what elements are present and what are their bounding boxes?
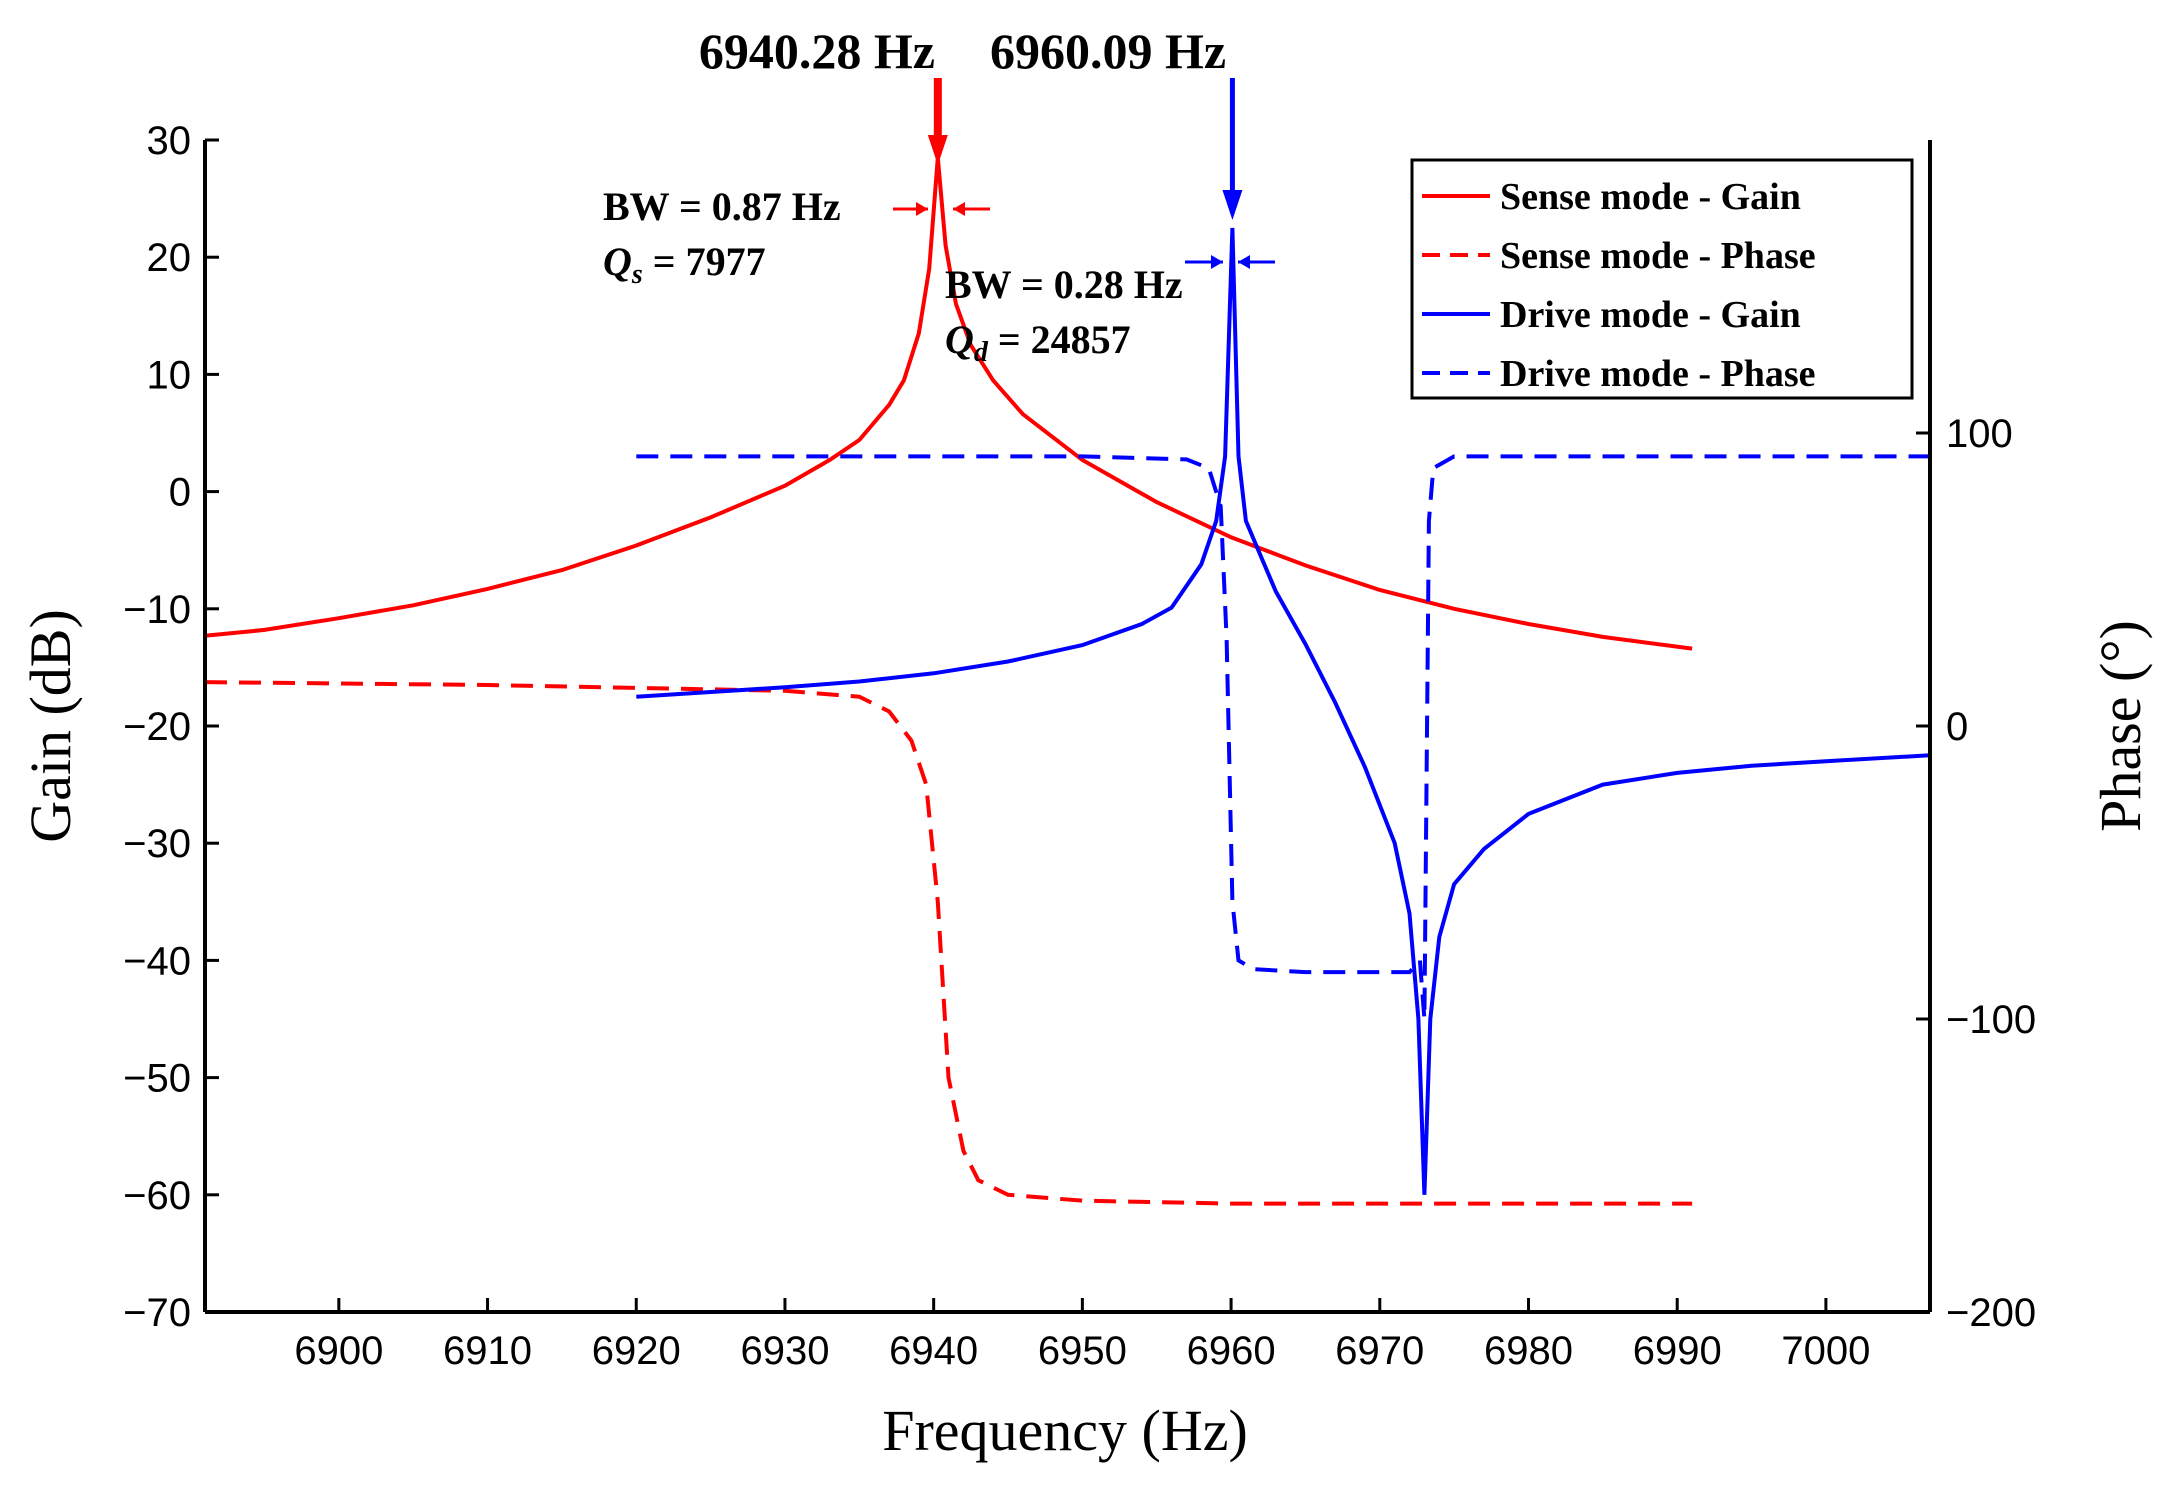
x-tick-label: 6910: [443, 1329, 532, 1373]
y-left-tick-label: −20: [123, 705, 191, 749]
y-left-tick-label: −40: [123, 939, 191, 983]
y-left-tick-label: 0: [169, 471, 191, 515]
legend-box: [1410, 158, 1914, 400]
x-axis-label: Frequency (Hz): [882, 1398, 1248, 1463]
y-left-tick-label: 30: [147, 119, 192, 163]
x-tick-label: 7000: [1781, 1329, 1870, 1373]
y-left-tick-label: −70: [123, 1291, 191, 1335]
y-right-tick-label: −200: [1946, 1291, 2036, 1335]
drive-q-annotation: Qd = 24857: [945, 317, 1131, 368]
sense-q-annotation: Qs = 7977: [603, 239, 766, 290]
y-axis-left-label: Gain (dB): [18, 609, 83, 843]
series-sense-phase: [204, 680, 1693, 1206]
drive-bw-arrows: [1185, 255, 1275, 269]
y-left-tick-label: −50: [123, 1057, 191, 1101]
x-tick-label: 6990: [1633, 1329, 1722, 1373]
x-tick-label: 6950: [1038, 1329, 1127, 1373]
x-tick-label: 6930: [740, 1329, 829, 1373]
x-tick-label: 6940: [889, 1329, 978, 1373]
x-tick-label: 6980: [1484, 1329, 1573, 1373]
sense-peak-label: 6940.28 Hz: [699, 23, 935, 79]
y-right-tick-label: −100: [1946, 998, 2036, 1042]
x-tick-label: 6900: [294, 1329, 383, 1373]
sense-bw-annotation: BW = 0.87 Hz: [603, 184, 841, 229]
y-axis-right-label: Phase (°): [2088, 620, 2153, 832]
drive-peak-arrowhead: [1222, 190, 1243, 220]
y-left-tick-label: 20: [147, 236, 192, 280]
y-left-tick-label: 10: [147, 353, 192, 397]
y-right-tick-label: 100: [1946, 412, 2013, 456]
series-sense-gain: [204, 157, 1693, 651]
x-tick-label: 6920: [592, 1329, 681, 1373]
drive-bw-annotation: BW = 0.28 Hz: [945, 262, 1183, 307]
legend-label-sense-phase: Sense mode - Phase: [1500, 235, 1816, 277]
legend-label-drive-phase: Drive mode - Phase: [1500, 353, 1816, 395]
y-left-tick-label: −30: [123, 822, 191, 866]
x-tick-label: 6970: [1335, 1329, 1424, 1373]
series-drive-gain: [636, 227, 1931, 1195]
sense-bw-arrows: [893, 202, 990, 216]
drive-peak-label: 6960.09 Hz: [990, 23, 1226, 79]
x-tick-label: 6960: [1187, 1329, 1276, 1373]
y-left-tick-label: −60: [123, 1174, 191, 1218]
series-drive-phase: [636, 454, 1930, 1020]
sense-peak-arrowhead: [927, 135, 948, 165]
legend-label-drive-gain: Drive mode - Gain: [1500, 294, 1801, 336]
legend-label-sense-gain: Sense mode - Gain: [1500, 176, 1801, 218]
y-right-tick-label: 0: [1946, 705, 1968, 749]
legend: Sense mode - Gain Sense mode - Phase Dri…: [1410, 158, 1914, 400]
y-left-tick-label: −10: [123, 588, 191, 632]
